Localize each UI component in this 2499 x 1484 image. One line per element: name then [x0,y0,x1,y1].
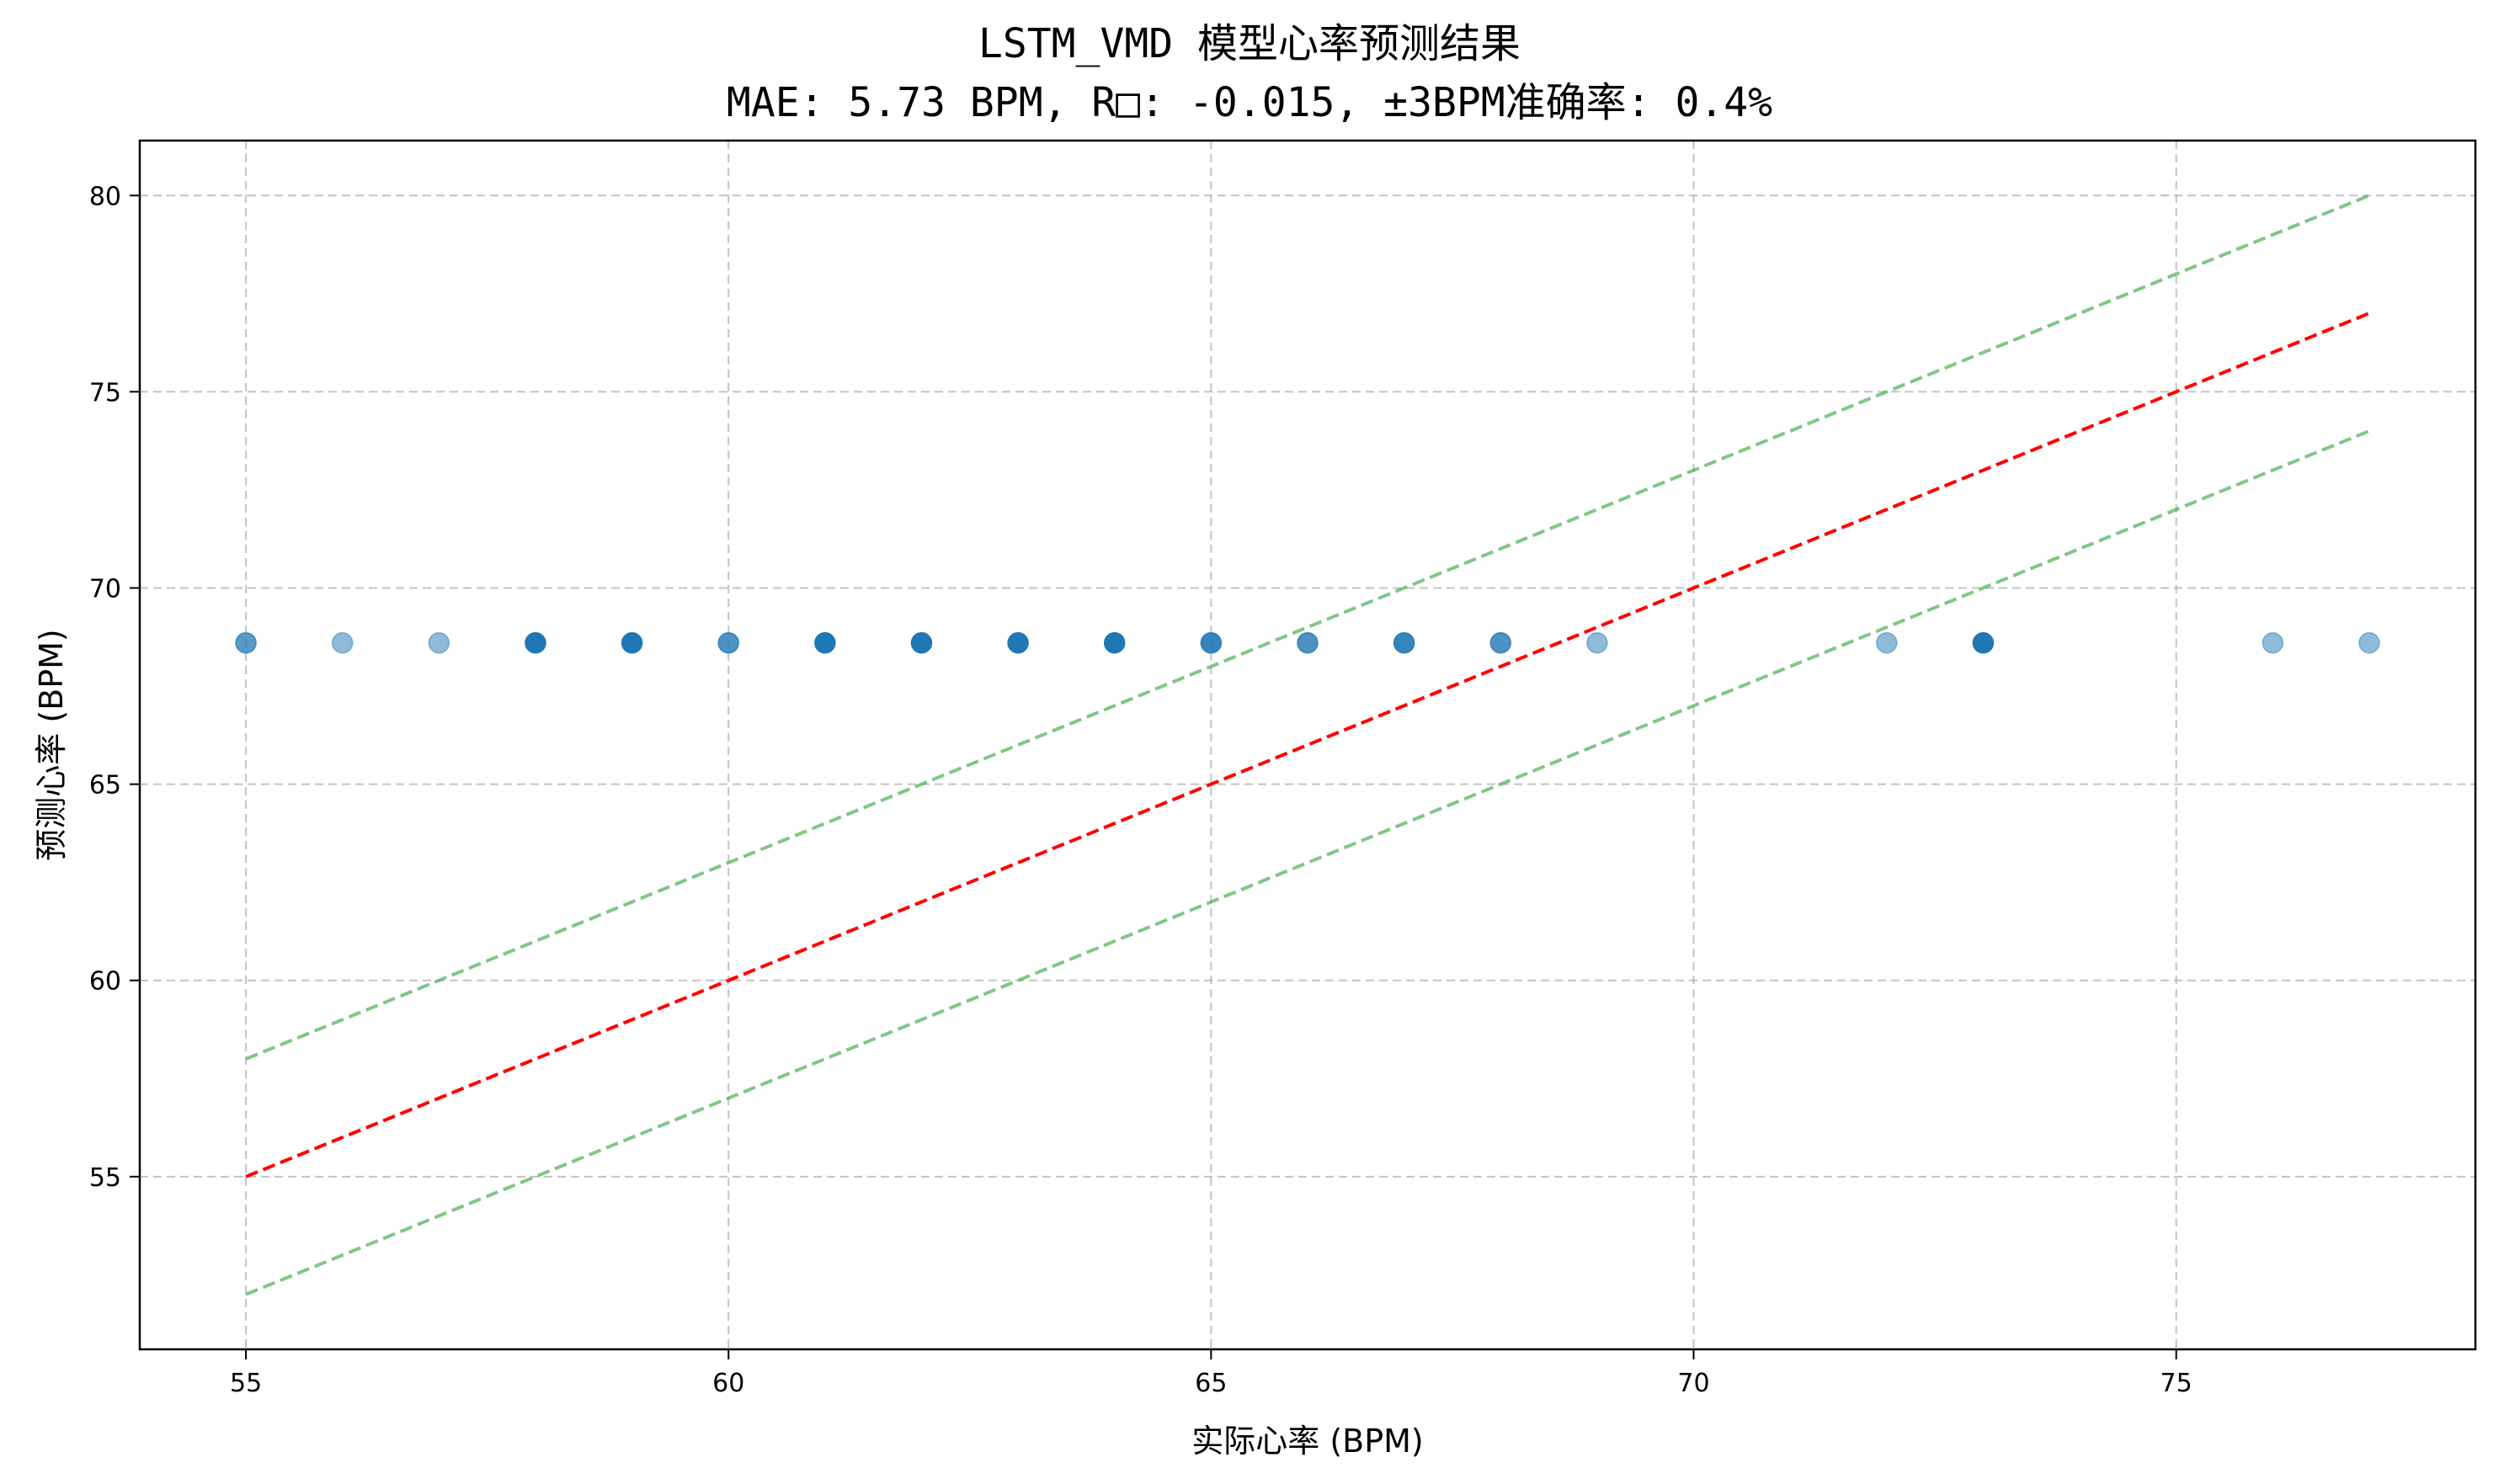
y-tick-label: 75 [89,378,121,407]
axis-ticks: 55 60 65 70 75 55 60 65 70 75 80 [89,182,2193,1398]
data-point [621,632,643,654]
data-point [1103,632,1126,654]
data-point [331,632,354,654]
upper-bound-line [245,194,2370,1061]
y-axis-label: 预测心率 (BPM) [33,629,70,861]
data-point [2262,632,2284,654]
data-point [1586,632,1608,654]
grid [140,141,2475,1349]
data-point [1297,632,1319,654]
data-point [2358,632,2380,654]
data-point [235,632,257,654]
reference-lines [245,194,2370,1296]
identity-line [245,311,2370,1178]
data-point [1200,632,1223,654]
lower-bound-line [245,429,2370,1296]
y-tick-label: 70 [89,575,121,604]
x-tick-label: 70 [1677,1369,1709,1398]
y-tick-label: 55 [89,1163,121,1193]
data-point [1489,632,1512,654]
data-point [1876,632,1898,654]
x-tick-label: 55 [230,1369,262,1398]
x-axis-label: 实际心率 (BPM) [1191,1423,1424,1460]
chart-title: LSTM_VMD 模型心率预测结果 [978,20,1521,67]
data-point [1007,632,1029,654]
y-tick-label: 80 [89,182,121,211]
data-point [428,632,450,654]
x-tick-label: 60 [712,1369,744,1398]
plot-area-frame [138,139,2477,1351]
data-point [814,632,836,654]
data-points [235,632,2380,654]
data-point [717,632,739,654]
y-tick-label: 60 [89,967,121,997]
data-point [1972,632,1995,654]
x-tick-label: 75 [2161,1369,2193,1398]
data-point [910,632,933,654]
data-point [1393,632,1415,654]
x-tick-label: 65 [1195,1369,1227,1398]
data-point [525,632,546,654]
chart-subtitle: MAE: 5.73 BPM, R□: -0.015, ±3BPM准确率: 0.4… [727,79,1772,126]
y-tick-label: 65 [89,771,121,801]
